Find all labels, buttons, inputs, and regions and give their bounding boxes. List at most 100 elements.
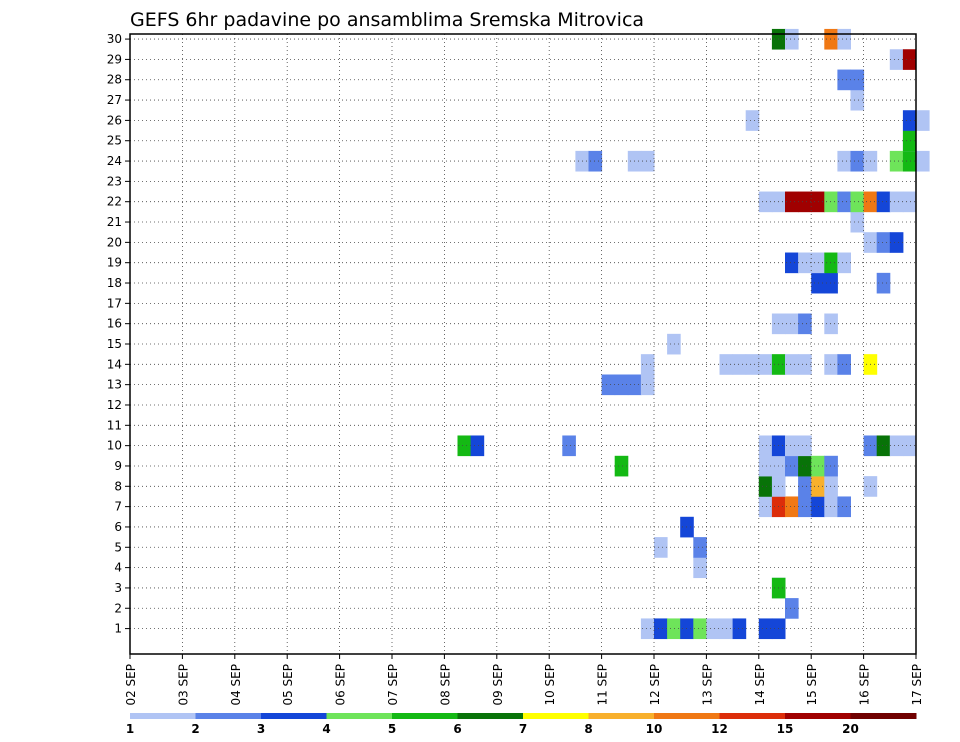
- data-cell: [798, 354, 812, 375]
- data-cell: [785, 598, 799, 619]
- y-tick-label: 6: [114, 520, 122, 534]
- data-cell: [562, 435, 576, 457]
- data-cell: [876, 232, 891, 253]
- colorbar-segment: [588, 713, 655, 719]
- data-cell: [758, 476, 773, 497]
- data-cell: [837, 354, 851, 375]
- data-cell: [798, 191, 812, 213]
- x-tick-label: 05 SEP: [281, 664, 295, 706]
- colorbar-label: 2: [191, 722, 199, 736]
- colorbar-segment: [654, 713, 720, 719]
- data-cell: [785, 191, 799, 213]
- colorbar-label: 7: [519, 722, 527, 736]
- data-cell: [824, 496, 838, 518]
- data-cell: [850, 211, 865, 233]
- colorbar-label: 12: [711, 722, 728, 736]
- data-cell: [902, 110, 917, 131]
- y-tick-label: 26: [107, 113, 122, 127]
- data-cell: [889, 150, 904, 172]
- data-cell: [916, 150, 930, 172]
- colorbar-segment: [130, 713, 196, 719]
- data-cell: [824, 476, 838, 497]
- data-cell: [889, 191, 904, 213]
- data-cells: [457, 28, 930, 640]
- data-cell: [798, 435, 812, 457]
- data-cell: [837, 496, 851, 518]
- data-cell: [758, 354, 773, 375]
- data-cell: [640, 150, 655, 172]
- y-tick-label: 22: [107, 195, 122, 209]
- x-tick-label: 02 SEP: [124, 664, 138, 706]
- colorbar-segment: [261, 713, 327, 719]
- x-tick-label: 10 SEP: [543, 664, 557, 706]
- data-cell: [785, 28, 799, 50]
- y-tick-label: 29: [107, 52, 122, 66]
- y-tick-label: 19: [107, 256, 122, 270]
- data-cell: [693, 557, 707, 579]
- data-cell: [902, 191, 917, 213]
- y-tick-label: 11: [107, 418, 122, 432]
- data-cell: [876, 272, 891, 294]
- y-tick-label: 12: [107, 398, 122, 412]
- y-tick-label: 18: [107, 276, 122, 290]
- x-tick-label: 15 SEP: [805, 664, 819, 706]
- y-axis: 1234567891011121314151617181920212223242…: [107, 32, 130, 636]
- data-cell: [706, 618, 720, 640]
- data-cell: [824, 455, 838, 477]
- data-cell: [614, 455, 629, 477]
- data-cell: [732, 354, 747, 375]
- data-cell: [470, 435, 485, 457]
- y-tick-label: 16: [107, 317, 122, 331]
- data-cell: [758, 435, 773, 457]
- colorbar-segment: [326, 713, 393, 719]
- data-cell: [785, 496, 799, 518]
- colorbar-label: 10: [646, 722, 663, 736]
- y-tick-label: 14: [107, 357, 122, 371]
- data-cell: [614, 374, 629, 396]
- data-cell: [876, 191, 891, 213]
- colorbar-label: 4: [322, 722, 330, 736]
- data-cell: [916, 110, 930, 131]
- colorbar-label: 6: [453, 722, 461, 736]
- y-tick-label: 8: [114, 479, 122, 493]
- data-cell: [785, 455, 799, 477]
- x-tick-label: 13 SEP: [700, 664, 714, 706]
- colorbar: 1 2 3 4 5 6 7 8 10 12 15 20: [126, 713, 917, 736]
- data-cell: [798, 496, 812, 518]
- colorbar-label: 5: [388, 722, 396, 736]
- colorbar-label: 3: [257, 722, 265, 736]
- data-cell: [640, 618, 655, 640]
- colorbar-segment: [195, 713, 262, 719]
- data-cell: [798, 252, 812, 274]
- data-cell: [850, 191, 865, 213]
- y-tick-label: 9: [114, 459, 122, 473]
- x-tick-label: 14 SEP: [753, 664, 767, 706]
- data-cell: [732, 618, 747, 640]
- data-cell: [837, 252, 851, 274]
- x-tick-label: 16 SEP: [858, 664, 872, 706]
- data-cell: [902, 130, 917, 152]
- data-cell: [758, 191, 773, 213]
- y-tick-label: 3: [114, 581, 122, 595]
- data-cell: [902, 435, 917, 457]
- data-cell: [667, 618, 681, 640]
- y-tick-label: 13: [107, 378, 122, 392]
- data-cell: [837, 191, 851, 213]
- colorbar-segment: [392, 713, 458, 719]
- data-cell: [889, 232, 904, 253]
- y-tick-label: 30: [107, 32, 122, 46]
- data-cell: [850, 69, 865, 91]
- data-cell: [824, 313, 838, 335]
- x-tick-label: 17 SEP: [910, 664, 924, 706]
- y-tick-label: 1: [114, 622, 122, 636]
- data-cell: [758, 618, 773, 640]
- colorbar-segment: [785, 713, 851, 719]
- data-cell: [640, 374, 655, 396]
- data-cell: [876, 435, 891, 457]
- data-cell: [654, 618, 668, 640]
- y-tick-label: 23: [107, 174, 122, 188]
- data-cell: [785, 435, 799, 457]
- plot-frame: [129, 33, 917, 655]
- data-cell: [798, 313, 812, 335]
